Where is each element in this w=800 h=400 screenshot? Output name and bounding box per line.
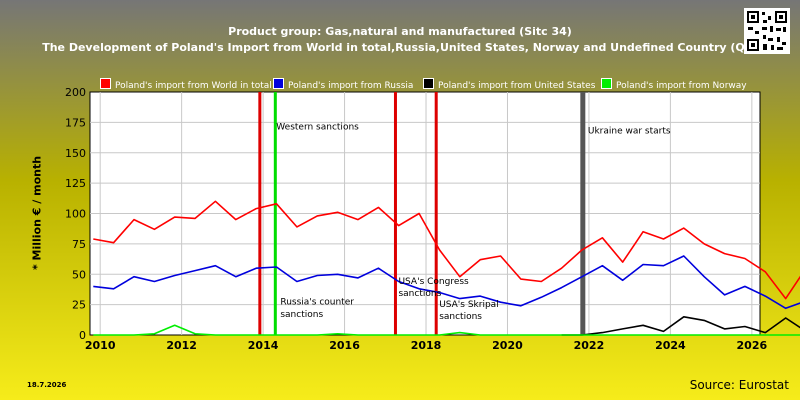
legend-label-world: Poland's import from World in total [115, 81, 272, 91]
y-tick-label: 125 [65, 177, 86, 190]
annotation-label: Western sanctions [276, 123, 359, 133]
y-tick-label: 25 [72, 299, 86, 312]
grid [90, 92, 760, 335]
legend-label-russia: Poland's import from Russia [288, 81, 414, 91]
chart-title-line-1: Product group: Gas,natural and manufactu… [228, 25, 572, 38]
y-tick-label: 100 [65, 208, 86, 221]
series-line-world [93, 200, 800, 300]
x-tick-label: 2018 [411, 339, 442, 352]
series-line-us [561, 315, 800, 336]
y-tick-label: 175 [65, 116, 86, 129]
annotation-label: USA's Skripal [439, 300, 499, 310]
legend-swatch-us [423, 78, 434, 89]
x-tick-label: 2014 [248, 339, 279, 352]
y-tick-label: 75 [72, 238, 86, 251]
legend-swatch-russia [273, 78, 284, 89]
annotation-label: sanctions [398, 289, 441, 299]
x-tick-label: 2024 [655, 339, 686, 352]
x-tick-label: 2012 [166, 339, 197, 352]
x-tick-label: 2020 [492, 339, 523, 352]
x-tick-label: 2026 [737, 339, 768, 352]
y-tick-label: 150 [65, 147, 86, 160]
chart-title-line-2: The Development of Poland's Import from … [42, 41, 758, 54]
y-tick-label: 0 [79, 329, 86, 342]
y-axis-ticks: 0 25 50 75 100 125 150 175 200 [65, 86, 86, 342]
annotation-label: sanctions [280, 310, 323, 320]
series-line-russia [93, 255, 800, 310]
legend-label-norway: Poland's import from Norway [616, 81, 747, 91]
legend-swatch-world [100, 78, 111, 89]
x-axis-ticks: 2010 2012 2014 2016 2018 2020 2022 2024 2026 [85, 339, 768, 352]
annotation-layer: Western sanctions Russia's counter sanctio… [276, 123, 671, 323]
annotation-label: sanctions [439, 312, 482, 322]
legend-label-us: Poland's import from United States [438, 81, 596, 91]
series-layer [93, 200, 800, 336]
legend-item-norway: Poland's import from Norway [601, 78, 747, 91]
event-markers [258, 92, 586, 335]
x-tick-label: 2022 [574, 339, 605, 352]
legend-item-us: Poland's import from United States [423, 78, 595, 91]
annotation-label: Russia's counter [280, 298, 354, 308]
y-tick-label: 200 [65, 86, 86, 99]
y-tick-label: 50 [72, 268, 86, 281]
legend-item-world: Poland's import from World in total [100, 78, 272, 91]
qr-code-icon [744, 8, 790, 54]
annotation-label: USA's Congress [398, 277, 469, 287]
x-tick-label: 2016 [329, 339, 360, 352]
legend-swatch-norway [601, 78, 612, 89]
annotation-label: Ukraine war starts [588, 126, 671, 136]
x-tick-label: 2010 [85, 339, 116, 352]
legend-item-russia: Poland's import from Russia [273, 78, 413, 91]
series-line-norway [93, 324, 800, 336]
source-label: Source: Eurostat [689, 378, 789, 392]
date-label: 18.7.2026 [27, 381, 67, 389]
